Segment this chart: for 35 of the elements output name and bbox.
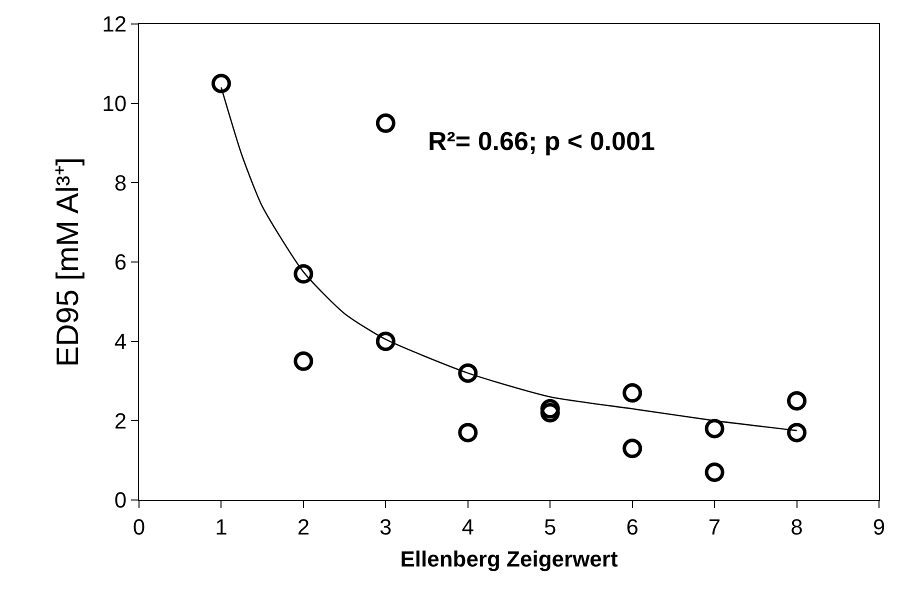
y-tick-label: 6 xyxy=(114,250,127,275)
y-axis-title: ED95 [mM Al³⁺] xyxy=(50,157,85,367)
point xyxy=(376,332,396,352)
point xyxy=(458,363,478,383)
y-tick-label: 10 xyxy=(102,91,127,116)
x-tick-label: 6 xyxy=(626,514,638,540)
point xyxy=(540,402,560,422)
y-tick-label: 2 xyxy=(114,408,127,434)
point xyxy=(211,74,231,94)
x-tick-label: 5 xyxy=(544,514,556,540)
x-tick-label: 8 xyxy=(790,514,803,540)
point xyxy=(294,264,314,284)
annotation: R²= 0.66; p < 0.001 xyxy=(428,126,655,156)
x-tick-label: 9 xyxy=(872,514,886,540)
point xyxy=(294,351,314,371)
point xyxy=(622,438,642,458)
x-tick-label: 1 xyxy=(215,514,228,540)
point xyxy=(622,383,642,403)
x-axis-title: Ellenberg Zeigerwert xyxy=(400,546,618,572)
point xyxy=(540,399,560,419)
x-tick-label: 7 xyxy=(708,514,721,540)
y-tick-label: 0 xyxy=(114,488,127,513)
point xyxy=(458,422,478,442)
point xyxy=(787,391,807,411)
x-tick-label: 0 xyxy=(132,514,146,540)
x-tick-label: 3 xyxy=(380,514,392,540)
x-tick-label: 2 xyxy=(297,514,310,540)
point xyxy=(704,418,724,438)
point xyxy=(787,422,807,442)
y-tick-label: 8 xyxy=(114,170,127,196)
point xyxy=(376,113,396,133)
x-tick-label: 4 xyxy=(462,514,474,540)
point xyxy=(704,462,724,482)
y-tick-label: 12 xyxy=(102,12,127,37)
y-tick-label: 4 xyxy=(114,329,127,354)
